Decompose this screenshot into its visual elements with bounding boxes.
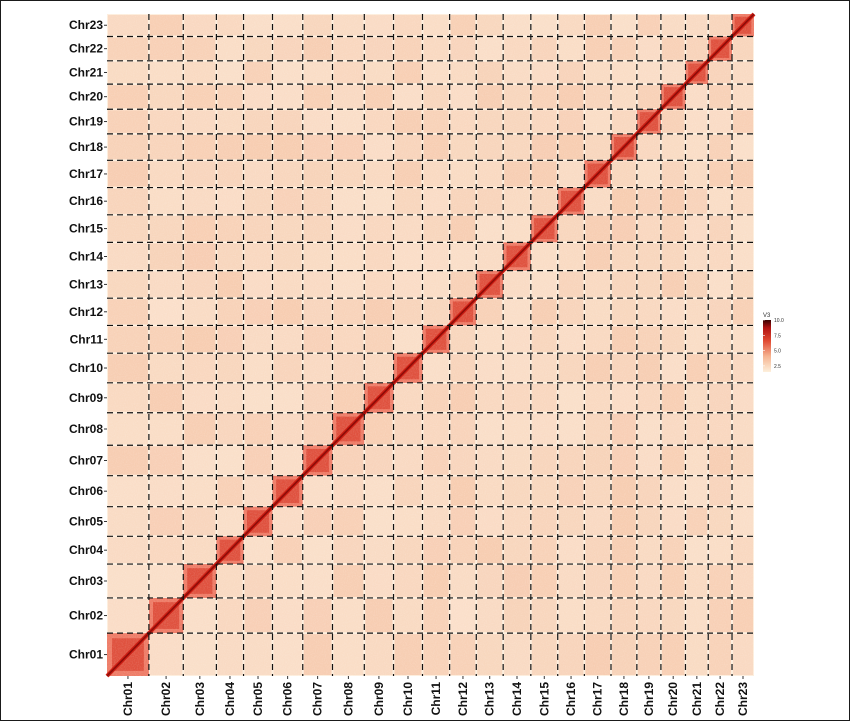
x-tick-label-Chr02: Chr02 bbox=[159, 682, 173, 716]
x-tick-label-Chr14: Chr14 bbox=[510, 682, 524, 716]
y-tick-label-Chr03: Chr03 bbox=[69, 574, 103, 588]
y-tick-label-Chr20: Chr20 bbox=[69, 90, 103, 104]
x-tick-label-Chr12: Chr12 bbox=[456, 682, 470, 716]
x-tick-label-Chr15: Chr15 bbox=[537, 682, 551, 716]
x-tick-label-Chr07: Chr07 bbox=[311, 682, 325, 716]
y-tick-label-Chr14: Chr14 bbox=[69, 249, 103, 263]
x-tick-label-Chr18: Chr18 bbox=[617, 682, 631, 716]
legend-title: V3 bbox=[763, 313, 771, 319]
chromosome-boundary-lines bbox=[107, 14, 754, 676]
y-tick-label-Chr07: Chr07 bbox=[69, 453, 103, 467]
y-tick-label-Chr13: Chr13 bbox=[69, 277, 103, 291]
y-axis-labels: Chr01 Chr02 Chr03 Chr04 Chr05 Chr06 Chr07 Chr08… bbox=[69, 18, 107, 662]
x-tick-label-Chr20: Chr20 bbox=[666, 682, 680, 716]
legend-colorbar bbox=[763, 320, 771, 372]
legend-tick-label: 2.5 bbox=[774, 364, 781, 370]
legend-tick-label: 5.0 bbox=[774, 349, 781, 355]
x-tick-label-Chr13: Chr13 bbox=[483, 682, 497, 716]
y-tick-label-Chr06: Chr06 bbox=[69, 484, 103, 498]
y-tick-label-Chr09: Chr09 bbox=[69, 391, 103, 405]
x-tick-label-Chr01: Chr01 bbox=[121, 682, 135, 716]
x-tick-label-Chr17: Chr17 bbox=[591, 682, 605, 716]
y-tick-label-Chr16: Chr16 bbox=[69, 194, 103, 208]
y-tick-label-Chr17: Chr17 bbox=[69, 167, 103, 181]
x-tick-label-Chr05: Chr05 bbox=[251, 682, 265, 716]
y-tick-label-Chr11: Chr11 bbox=[70, 332, 104, 346]
x-tick-label-Chr23: Chr23 bbox=[736, 682, 750, 716]
y-tick-label-Chr08: Chr08 bbox=[69, 422, 103, 436]
x-tick-label-Chr06: Chr06 bbox=[281, 682, 295, 716]
x-tick-label-Chr09: Chr09 bbox=[372, 682, 386, 716]
x-tick-label-Chr19: Chr19 bbox=[642, 682, 656, 716]
x-tick-label-Chr08: Chr08 bbox=[341, 682, 355, 716]
x-tick-label-Chr21: Chr21 bbox=[690, 682, 704, 716]
y-tick-label-Chr12: Chr12 bbox=[69, 305, 103, 319]
diagonal-core-signal bbox=[106, 13, 755, 677]
y-tick-label-Chr22: Chr22 bbox=[69, 42, 103, 56]
legend-tick-label: 7.5 bbox=[774, 333, 781, 339]
y-tick-label-Chr10: Chr10 bbox=[69, 361, 103, 375]
y-tick-label-Chr04: Chr04 bbox=[69, 543, 103, 557]
y-tick-label-Chr18: Chr18 bbox=[69, 140, 103, 154]
x-tick-label-Chr10: Chr10 bbox=[401, 682, 415, 716]
y-tick-label-Chr21: Chr21 bbox=[69, 65, 103, 79]
x-tick-label-Chr03: Chr03 bbox=[193, 682, 207, 716]
y-tick-label-Chr23: Chr23 bbox=[69, 18, 103, 32]
legend-tick-label: 10.0 bbox=[774, 318, 784, 324]
x-tick-label-Chr22: Chr22 bbox=[713, 682, 727, 716]
diagonal-signal bbox=[105, 12, 756, 678]
x-axis-labels: Chr01 Chr02 Chr03 Chr04 Chr05 Chr06 Chr07 Chr08… bbox=[121, 676, 750, 716]
colorbar-legend: V3 10.0 7.5 5.0 2.5 bbox=[763, 313, 784, 372]
x-tick-label-Chr04: Chr04 bbox=[223, 682, 237, 716]
x-tick-label-Chr16: Chr16 bbox=[564, 682, 578, 716]
y-tick-label-Chr15: Chr15 bbox=[69, 222, 103, 236]
y-tick-label-Chr05: Chr05 bbox=[69, 514, 103, 528]
y-tick-label-Chr19: Chr19 bbox=[69, 115, 103, 129]
x-tick-label-Chr11: Chr11 bbox=[429, 682, 443, 716]
y-tick-label-Chr02: Chr02 bbox=[69, 609, 103, 623]
y-tick-label-Chr01: Chr01 bbox=[69, 648, 103, 662]
